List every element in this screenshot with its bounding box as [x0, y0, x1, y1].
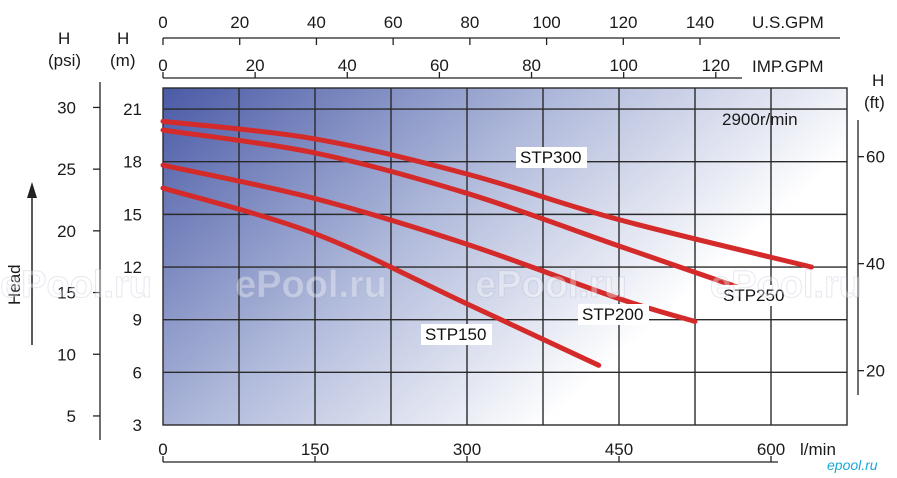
curve-stp150: [160, 185, 602, 368]
watermark-4: ePool.ru: [710, 264, 862, 306]
axes: 0 150 300 450 600 0 20 40 60 80 100 120 140 0 20 40 60 80…: [57, 13, 885, 463]
impgpm-tick-label: 80: [522, 56, 541, 75]
usgpm-tick-label: 120: [609, 13, 637, 32]
curve-label-stp200: STP200: [582, 305, 643, 324]
impgpm-tick-label: 0: [158, 56, 167, 75]
y-tick-label: 9: [133, 311, 142, 330]
impgpm-tick-label: 40: [338, 56, 357, 75]
head-label: Head: [5, 264, 24, 305]
impgpm-tick-label: 100: [609, 56, 637, 75]
usgpm-tick-label: 140: [686, 13, 714, 32]
curve-stp300: [160, 118, 815, 270]
plot-border: [162, 87, 848, 426]
m-axis-label-unit: (m): [110, 51, 135, 70]
y-tick-label: 21: [123, 100, 142, 119]
ft-tick-label: 20: [866, 362, 885, 381]
psi-axis-label-unit: (psi): [48, 51, 81, 70]
impgpm-tick-label: 120: [702, 56, 730, 75]
x-tick-label: 450: [605, 440, 633, 459]
ft-tick-label: 40: [866, 255, 885, 274]
ft-tick-label: 60: [866, 148, 885, 167]
head-arrow: [27, 182, 37, 345]
usgpm-tick-label: 20: [230, 13, 249, 32]
curve-label-bg-stp300: [516, 147, 587, 168]
curve-label-stp300: STP300: [520, 148, 581, 167]
rpm-label: 2900r/min: [722, 110, 798, 129]
usgpm-axis-label: U.S.GPM: [752, 13, 824, 32]
labels: STP300 STP250 STP200 STP150: [421, 147, 790, 345]
usgpm-tick-label: 60: [384, 13, 403, 32]
watermark-1: ePool.ru: [0, 264, 152, 306]
usgpm-tick-label: 40: [307, 13, 326, 32]
y-tick-label: 18: [123, 153, 142, 172]
y-tick-label: 3: [133, 416, 142, 435]
m-axis-label-h: H: [117, 29, 129, 48]
impgpm-tick-label: 20: [246, 56, 265, 75]
usgpm-tick-label: 100: [532, 13, 560, 32]
curves: [160, 118, 815, 368]
psi-tick-label: 15: [57, 284, 76, 303]
y-tick-label: 15: [123, 205, 142, 224]
y-tick-label: 12: [123, 258, 142, 277]
psi-tick-label: 10: [57, 345, 76, 364]
curve-label-bg-stp150: [421, 324, 492, 345]
usgpm-tick-label: 0: [158, 13, 167, 32]
curve-label-stp250: STP250: [723, 286, 784, 305]
curve-stp250: [160, 127, 774, 302]
psi-axis-label-h: H: [58, 29, 70, 48]
x-tick-label: 300: [453, 440, 481, 459]
corner-mark: epool.ru: [827, 457, 878, 473]
curve-label-stp150: STP150: [425, 325, 486, 344]
curve-label-bg-stp250: [719, 285, 790, 306]
psi-tick-label: 25: [57, 160, 76, 179]
impgpm-axis-label: IMP.GPM: [752, 57, 823, 76]
ft-axis-label-h: H: [872, 71, 884, 90]
x-tick-label: 150: [301, 440, 329, 459]
watermark-3: ePool.ru: [475, 264, 627, 306]
psi-tick-label: 5: [67, 407, 76, 426]
x-axis-label: l/min: [800, 440, 836, 459]
impgpm-tick-label: 60: [430, 56, 449, 75]
x-tick-label: 600: [757, 440, 785, 459]
psi-tick-label: 30: [57, 98, 76, 117]
curve-label-bg-stp200: [578, 304, 649, 325]
ft-axis-label-unit: (ft): [864, 93, 885, 112]
curve-stp200: [160, 162, 698, 324]
usgpm-tick-label: 80: [460, 13, 479, 32]
x-tick-label: 0: [158, 440, 167, 459]
psi-tick-label: 20: [57, 222, 76, 241]
y-tick-label: 6: [133, 363, 142, 382]
watermark-2: ePool.ru: [235, 264, 387, 306]
